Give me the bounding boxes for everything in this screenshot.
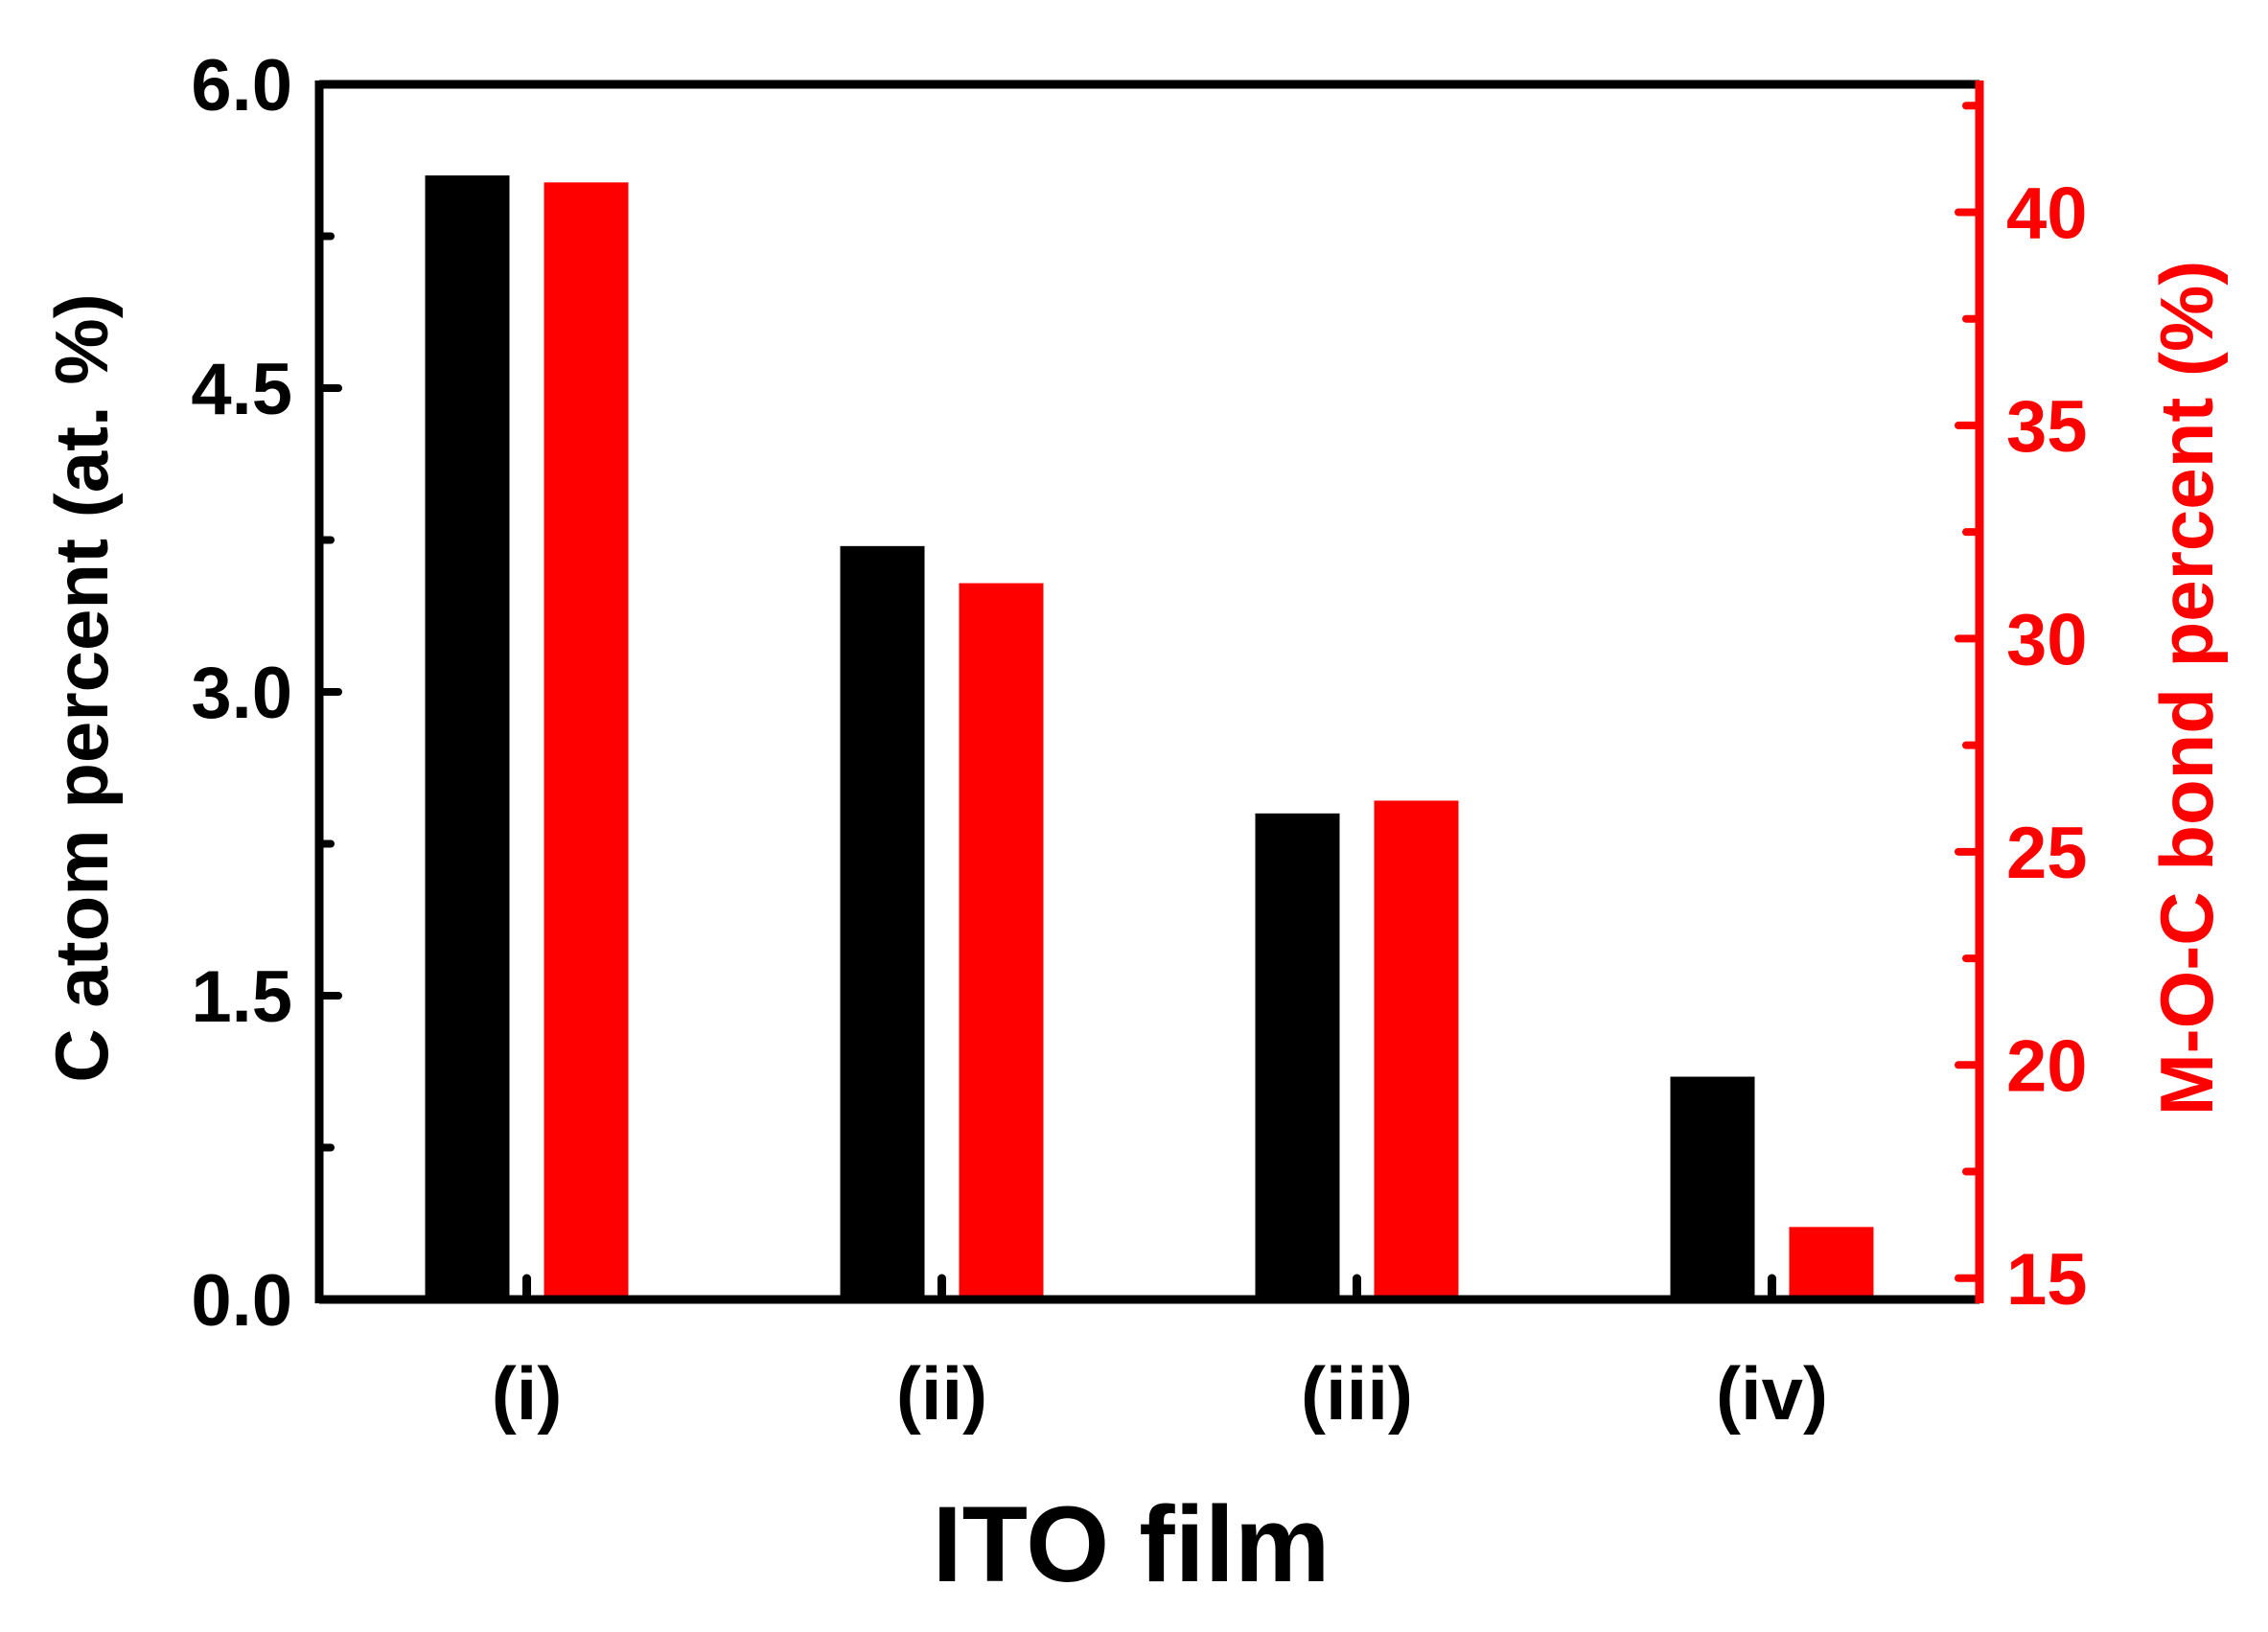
y2-tick-label: 25 [2006,813,2088,894]
bar-m-o-c-3 [1374,800,1459,1299]
y-tick-label: 0.0 [191,1260,292,1342]
y2-tick-label: 35 [2006,386,2088,468]
bar-m-o-c-1 [544,182,629,1299]
y2-tick-label: 40 [2006,172,2088,254]
bar-m-o-c-4 [1789,1227,1874,1299]
x-tick-label: (iii) [1301,1351,1413,1436]
y2-tick-label: 15 [2006,1239,2088,1321]
x-tick-label: (iv) [1716,1351,1828,1436]
bar-c-atom-3 [1255,813,1340,1299]
y-tick-label: 4.5 [191,349,292,430]
y2-tick-label: 30 [2006,599,2088,680]
ticks-layer: 0.0 1.5 3.0 4.5 6.0 15 20 25 30 35 40 (i) (ii) (iii) (… [191,45,2087,1436]
x-tick-label: (i) [492,1351,563,1436]
x-axis-label: ITO film [933,1484,1331,1604]
y-tick-label: 3.0 [191,653,292,734]
y2-tick-label: 20 [2006,1025,2088,1107]
y-tick-label: 6.0 [191,45,292,126]
bars-layer [425,175,1874,1300]
y2-axis-label: M-O-C bond percent (%) [2144,261,2229,1116]
bar-m-o-c-2 [959,583,1044,1299]
y-tick-label: 1.5 [191,956,292,1038]
bar-c-atom-2 [840,545,925,1299]
y-axis-label: C atom percent (at. %) [39,293,124,1082]
x-tick-label: (ii) [896,1351,987,1436]
bar-c-atom-4 [1670,1076,1755,1299]
bar-c-atom-1 [425,175,510,1300]
labels-layer: ITO film C atom percent (at. %) M-O-C bo… [39,261,2229,1604]
